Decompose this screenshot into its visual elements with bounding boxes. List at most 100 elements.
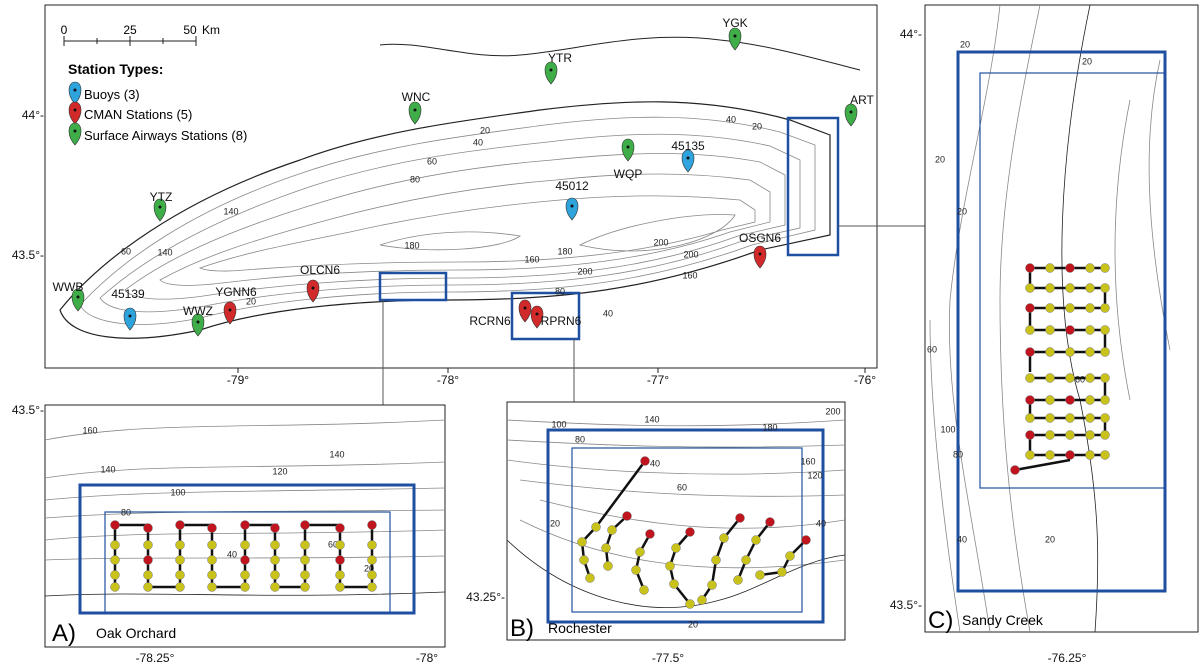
contour-label: 140 — [329, 449, 344, 459]
sampling-point — [640, 586, 649, 595]
lat-label: 44°- — [22, 108, 44, 122]
sampling-point — [144, 556, 153, 565]
sampling-point — [734, 576, 743, 585]
sampling-point — [1046, 348, 1055, 357]
sampling-point — [368, 541, 377, 550]
sampling-point — [708, 581, 717, 590]
contour-label: 40 — [227, 549, 237, 559]
sampling-point — [686, 528, 695, 537]
lon-label: -79° — [227, 373, 249, 387]
station-label: WWZ — [183, 304, 213, 318]
legend-title: Station Types: — [68, 61, 163, 77]
sampling-point — [1046, 284, 1055, 293]
contour-label: 20 — [480, 125, 490, 135]
lat-label: 43.5°- — [890, 598, 922, 612]
station-marker-dot — [77, 296, 80, 299]
station-marker-dot — [74, 89, 77, 92]
lon-label: -76.25° — [1048, 651, 1087, 665]
sampling-point — [766, 518, 775, 527]
legend-item: Buoys (3) — [84, 87, 140, 102]
sampling-point — [111, 556, 120, 565]
sampling-point — [1046, 396, 1055, 405]
contour-label: 80 — [121, 507, 131, 517]
contour-label: 40 — [603, 308, 613, 318]
sampling-point — [646, 530, 655, 539]
sampling-point — [111, 521, 120, 530]
sampling-point — [208, 583, 217, 592]
sampling-point — [1101, 348, 1110, 357]
lat-label: 44°- — [900, 27, 922, 41]
panel-name: Oak Orchard — [96, 625, 176, 641]
sampling-point — [580, 556, 589, 565]
sampling-point — [1086, 304, 1095, 313]
sampling-point — [176, 521, 185, 530]
sampling-point — [1026, 326, 1035, 335]
sampling-point — [1026, 304, 1035, 313]
sampling-point — [1101, 284, 1110, 293]
sampling-point — [1026, 264, 1035, 273]
station-label: YTZ — [150, 190, 173, 204]
contour-label: 140 — [644, 414, 659, 424]
contour-label: 20 — [688, 619, 698, 629]
sampling-point — [1086, 264, 1095, 273]
station-marker-dot — [414, 109, 417, 112]
sampling-point — [271, 524, 280, 533]
contour-label: 160 — [800, 456, 815, 466]
sampling-point — [1101, 374, 1110, 383]
station-label: YTR — [548, 51, 572, 65]
scale-unit: Km — [202, 23, 220, 37]
sampling-point — [1086, 451, 1095, 460]
contour-label: 20 — [1082, 56, 1092, 66]
contour-label: 80 — [953, 449, 963, 459]
contour-label: 140 — [100, 464, 115, 474]
station-marker-dot — [759, 253, 762, 256]
sampling-point — [241, 583, 250, 592]
contour-label: 40 — [473, 137, 483, 147]
contour-label: 180 — [557, 246, 572, 256]
sampling-point — [608, 526, 617, 535]
contour-label: 160 — [524, 254, 539, 264]
sampling-point — [641, 457, 650, 466]
legend-item: CMAN Stations (5) — [84, 107, 192, 122]
sampling-point — [786, 552, 795, 561]
sampling-point — [1101, 264, 1110, 273]
station-label: OSGN6 — [739, 231, 781, 245]
sampling-point — [368, 583, 377, 592]
lon-label: -76° — [854, 373, 876, 387]
sampling-point — [176, 556, 185, 565]
contour-label: 20 — [246, 296, 256, 306]
sampling-point — [1086, 431, 1095, 440]
contour-label: 120 — [807, 470, 822, 480]
contour-label: 20 — [550, 518, 560, 528]
sampling-point — [1101, 304, 1110, 313]
station-marker-dot — [524, 307, 527, 310]
sampling-point — [1046, 374, 1055, 383]
sampling-point — [578, 538, 587, 547]
sampling-point — [1086, 284, 1095, 293]
sampling-point — [336, 556, 345, 565]
sampling-point — [144, 541, 153, 550]
contour-label: 160 — [82, 425, 97, 435]
sampling-point — [1086, 396, 1095, 405]
sampling-point — [1026, 284, 1035, 293]
sampling-point — [1046, 326, 1055, 335]
contour-label: 180 — [404, 240, 419, 250]
sampling-point — [208, 556, 217, 565]
sampling-point — [736, 514, 745, 523]
station-label: 45012 — [555, 179, 589, 193]
contour-label: 80 — [555, 286, 565, 296]
contour-label: 100 — [551, 419, 566, 429]
sampling-point — [1026, 396, 1035, 405]
sampling-point — [1066, 326, 1075, 335]
sampling-point — [1066, 304, 1075, 313]
station-label: OLCN6 — [300, 263, 340, 277]
sampling-point — [208, 571, 217, 580]
panel-letter: B) — [510, 615, 534, 642]
station-label: RPRN6 — [541, 314, 582, 328]
contour-label: 140 — [223, 206, 238, 216]
contour-label: 20 — [752, 121, 762, 131]
contour-label: 200 — [683, 249, 698, 259]
sampling-point — [698, 596, 707, 605]
sampling-point — [111, 571, 120, 580]
sampling-point — [778, 568, 787, 577]
